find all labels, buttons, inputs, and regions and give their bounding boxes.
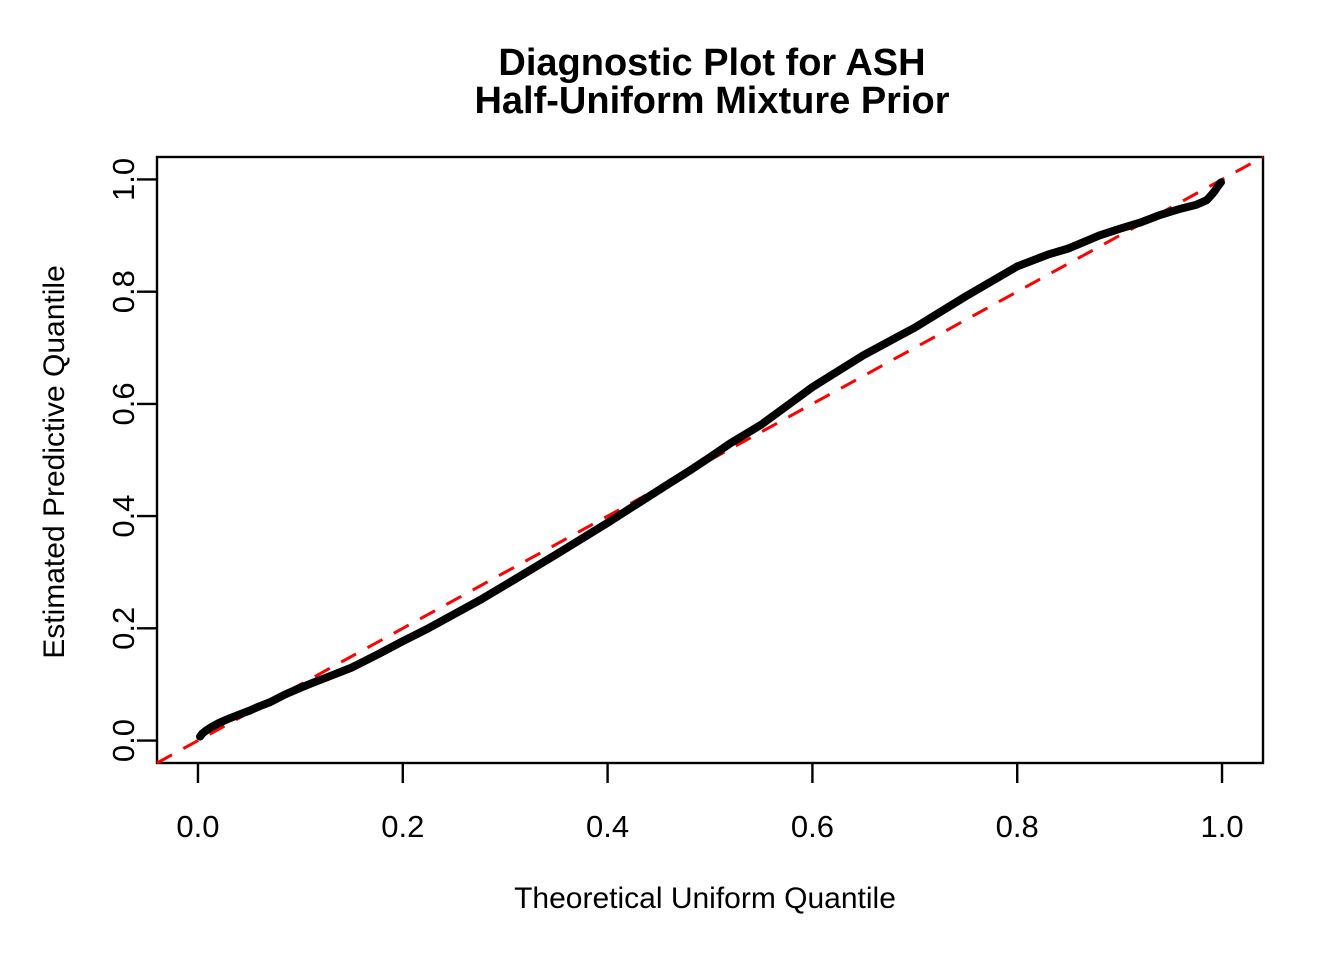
y-tick-label: 0.4	[106, 495, 141, 538]
x-axis-label: Theoretical Uniform Quantile	[514, 882, 896, 915]
y-tick-label: 0.0	[106, 719, 141, 762]
y-tick-label: 0.8	[106, 270, 141, 313]
x-tick-label: 0.4	[586, 809, 629, 844]
y-tick-label: 0.6	[106, 382, 141, 425]
y-tick-label: 0.2	[106, 607, 141, 650]
x-tick-label: 0.0	[176, 809, 219, 844]
y-axis: 0.0 0.2 0.4 0.6 0.8 1.0	[106, 158, 157, 762]
x-tick-label: 0.6	[791, 809, 834, 844]
y-tick-label: 1.0	[106, 158, 141, 201]
chart-title-line-1: Diagnostic Plot for ASH	[498, 42, 925, 84]
plot-border-box	[155, 155, 1265, 765]
x-axis: 0.0 0.2 0.4 0.6 0.8 1.0	[176, 763, 1244, 844]
qq-curve	[196, 178, 1225, 741]
x-tick-label: 0.2	[381, 809, 424, 844]
chart-title-line-2: Half-Uniform Mixture Prior	[474, 80, 949, 122]
y-axis-label: Estimated Predictive Quantile	[38, 265, 71, 659]
x-tick-label: 0.8	[996, 809, 1039, 844]
x-tick-label: 1.0	[1200, 809, 1243, 844]
